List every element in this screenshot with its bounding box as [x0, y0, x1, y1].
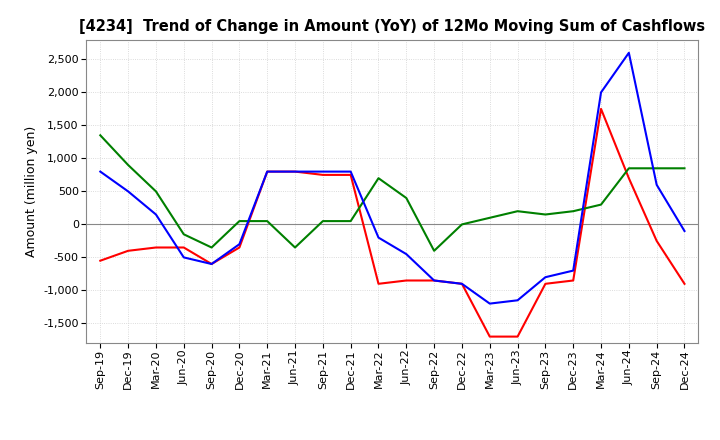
Investing Cashflow: [485, 215, 494, 220]
Investing Cashflow: [263, 218, 271, 224]
Line: Operating Cashflow: Operating Cashflow: [100, 109, 685, 337]
Investing Cashflow: [402, 195, 410, 201]
Free Cashflow: [569, 268, 577, 273]
Investing Cashflow: [124, 162, 132, 168]
Free Cashflow: [263, 169, 271, 174]
Operating Cashflow: [624, 176, 633, 181]
Investing Cashflow: [569, 209, 577, 214]
Free Cashflow: [485, 301, 494, 306]
Operating Cashflow: [152, 245, 161, 250]
Free Cashflow: [207, 261, 216, 267]
Free Cashflow: [152, 212, 161, 217]
Investing Cashflow: [318, 218, 327, 224]
Free Cashflow: [513, 298, 522, 303]
Operating Cashflow: [124, 248, 132, 253]
Investing Cashflow: [235, 218, 243, 224]
Free Cashflow: [291, 169, 300, 174]
Free Cashflow: [680, 228, 689, 234]
Line: Investing Cashflow: Investing Cashflow: [100, 135, 685, 251]
Free Cashflow: [458, 281, 467, 286]
Operating Cashflow: [374, 281, 383, 286]
Free Cashflow: [96, 169, 104, 174]
Free Cashflow: [346, 169, 355, 174]
Free Cashflow: [402, 252, 410, 257]
Free Cashflow: [374, 235, 383, 240]
Investing Cashflow: [207, 245, 216, 250]
Operating Cashflow: [458, 281, 467, 286]
Investing Cashflow: [541, 212, 550, 217]
Investing Cashflow: [652, 165, 661, 171]
Operating Cashflow: [513, 334, 522, 339]
Operating Cashflow: [96, 258, 104, 263]
Operating Cashflow: [430, 278, 438, 283]
Free Cashflow: [235, 242, 243, 247]
Operating Cashflow: [597, 106, 606, 111]
Investing Cashflow: [346, 218, 355, 224]
Free Cashflow: [318, 169, 327, 174]
Title: [4234]  Trend of Change in Amount (YoY) of 12Mo Moving Sum of Cashflows: [4234] Trend of Change in Amount (YoY) o…: [79, 19, 706, 34]
Free Cashflow: [541, 275, 550, 280]
Operating Cashflow: [179, 245, 188, 250]
Free Cashflow: [597, 90, 606, 95]
Operating Cashflow: [318, 172, 327, 177]
Operating Cashflow: [485, 334, 494, 339]
Line: Free Cashflow: Free Cashflow: [100, 53, 685, 304]
Investing Cashflow: [458, 222, 467, 227]
Investing Cashflow: [96, 132, 104, 138]
Investing Cashflow: [179, 231, 188, 237]
Operating Cashflow: [680, 281, 689, 286]
Operating Cashflow: [263, 169, 271, 174]
Investing Cashflow: [680, 165, 689, 171]
Operating Cashflow: [402, 278, 410, 283]
Free Cashflow: [179, 255, 188, 260]
Operating Cashflow: [652, 238, 661, 244]
Free Cashflow: [124, 189, 132, 194]
Investing Cashflow: [430, 248, 438, 253]
Y-axis label: Amount (million yen): Amount (million yen): [24, 126, 37, 257]
Free Cashflow: [430, 278, 438, 283]
Investing Cashflow: [374, 176, 383, 181]
Investing Cashflow: [624, 165, 633, 171]
Free Cashflow: [652, 182, 661, 187]
Investing Cashflow: [152, 189, 161, 194]
Operating Cashflow: [569, 278, 577, 283]
Free Cashflow: [624, 50, 633, 55]
Operating Cashflow: [541, 281, 550, 286]
Operating Cashflow: [207, 261, 216, 267]
Investing Cashflow: [513, 209, 522, 214]
Operating Cashflow: [235, 245, 243, 250]
Investing Cashflow: [291, 245, 300, 250]
Operating Cashflow: [291, 169, 300, 174]
Operating Cashflow: [346, 172, 355, 177]
Investing Cashflow: [597, 202, 606, 207]
